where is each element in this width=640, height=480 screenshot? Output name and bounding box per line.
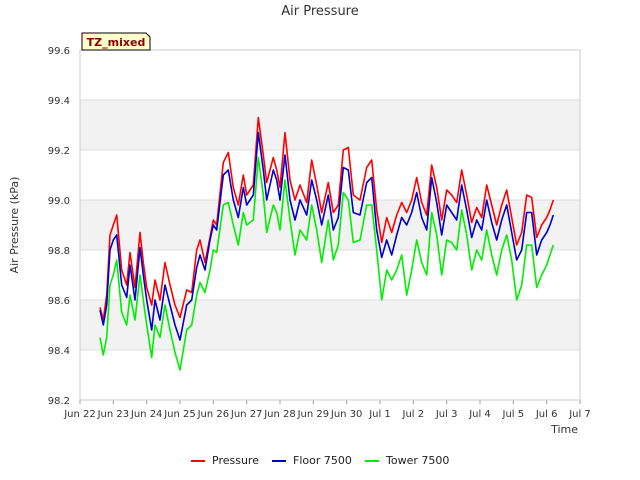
x-tick-label: Jul 5 <box>502 409 525 420</box>
plot-frame <box>79 49 581 401</box>
band <box>80 300 580 350</box>
x-axis-label: Time <box>550 423 578 436</box>
tz-badge: TZ_mixed <box>81 32 151 51</box>
x-tick-label: Jun 27 <box>230 409 263 420</box>
legend: Pressure Floor 7500 Tower 7500 <box>191 454 449 467</box>
x-tick-label: Jul 6 <box>535 409 558 420</box>
x-tick-label: Jun 26 <box>197 409 230 420</box>
tz-badge-box <box>81 32 151 51</box>
y-axis-ticks: 98.2 98.4 98.6 98.8 99.0 99.2 99.4 99.6 <box>48 46 70 407</box>
y-tick-label: 98.8 <box>48 246 70 257</box>
x-tick-label: Jun 23 <box>97 409 130 420</box>
x-tick-label: Jul 1 <box>368 409 391 420</box>
x-tick-label: Jun 30 <box>330 409 363 420</box>
x-tick-label: Jun 25 <box>163 409 196 420</box>
y-tick-label: 99.0 <box>48 196 70 207</box>
legend-label-pressure: Pressure <box>212 454 259 467</box>
x-tick-label: Jun 22 <box>63 409 96 420</box>
y-tick-label: 99.2 <box>48 146 70 157</box>
x-tick-label: Jul 2 <box>402 409 425 420</box>
y-tick-label: 98.4 <box>48 346 70 357</box>
x-axis-ticks: Jun 22 Jun 23 Jun 24 Jun 25 Jun 26 Jun 27 Jun … <box>63 400 591 420</box>
legend-label-floor: Floor 7500 <box>293 454 352 467</box>
legend-label-tower: Tower 7500 <box>385 454 449 467</box>
x-tick-label: Jul 4 <box>468 409 491 420</box>
x-tick-label: Jun 29 <box>297 409 330 420</box>
background-bands <box>80 100 580 350</box>
tz-badge-text: TZ_mixed <box>87 36 146 49</box>
x-tick-label: Jul 7 <box>568 409 591 420</box>
series-line-floor-7500 <box>99 131 555 341</box>
series-line-tower-7500 <box>99 156 555 371</box>
y-axis-label: Air Pressure (kPa) <box>8 177 21 274</box>
x-tick-label: Jun 28 <box>263 409 296 420</box>
y-tick-label: 98.6 <box>48 296 70 307</box>
series-line-pressure <box>99 116 555 321</box>
y-tick-label: 98.2 <box>48 396 70 407</box>
x-tick-label: Jul 3 <box>435 409 458 420</box>
y-tick-label: 99.6 <box>48 46 70 57</box>
band <box>80 100 580 150</box>
chart-title: Air Pressure <box>281 4 359 19</box>
series-lines <box>99 116 555 371</box>
x-tick-label: Jun 24 <box>130 409 163 420</box>
y-tick-label: 99.4 <box>48 96 70 107</box>
